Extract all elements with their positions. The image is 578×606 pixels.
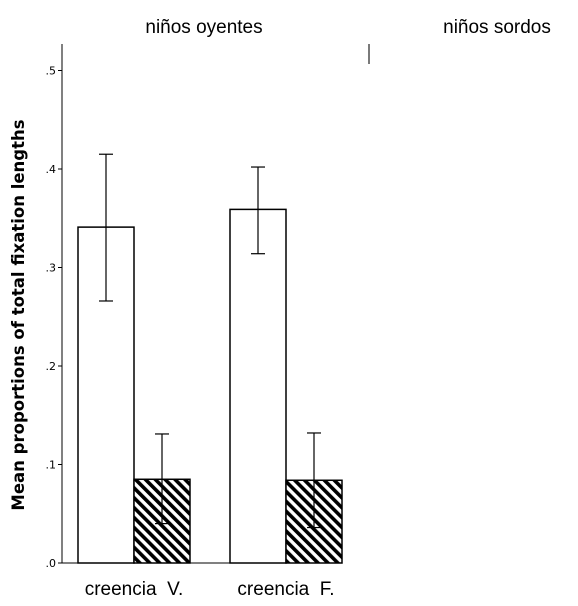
bar-white — [229, 208, 287, 564]
bars — [77, 208, 343, 564]
x-category-label: creencia V. — [85, 579, 184, 600]
y-tick-label: .0 — [46, 557, 57, 570]
y-axis-title: Mean proportions of total fixation lengt… — [9, 119, 28, 510]
error-bars — [99, 153, 321, 529]
y-tick-label: .1 — [46, 459, 57, 472]
panel-title-sordos: niños sordos — [443, 17, 551, 38]
y-tick-label: .3 — [46, 262, 57, 275]
y-tick-label: .5 — [46, 65, 57, 78]
panel-title-oyentes: niños oyentes — [145, 17, 262, 38]
y-tick-label: .4 — [46, 163, 57, 176]
x-axis-labels: creencia V. creencia F. — [85, 579, 335, 600]
y-tick-label: .2 — [46, 360, 57, 373]
x-category-label: creencia F. — [237, 579, 334, 600]
